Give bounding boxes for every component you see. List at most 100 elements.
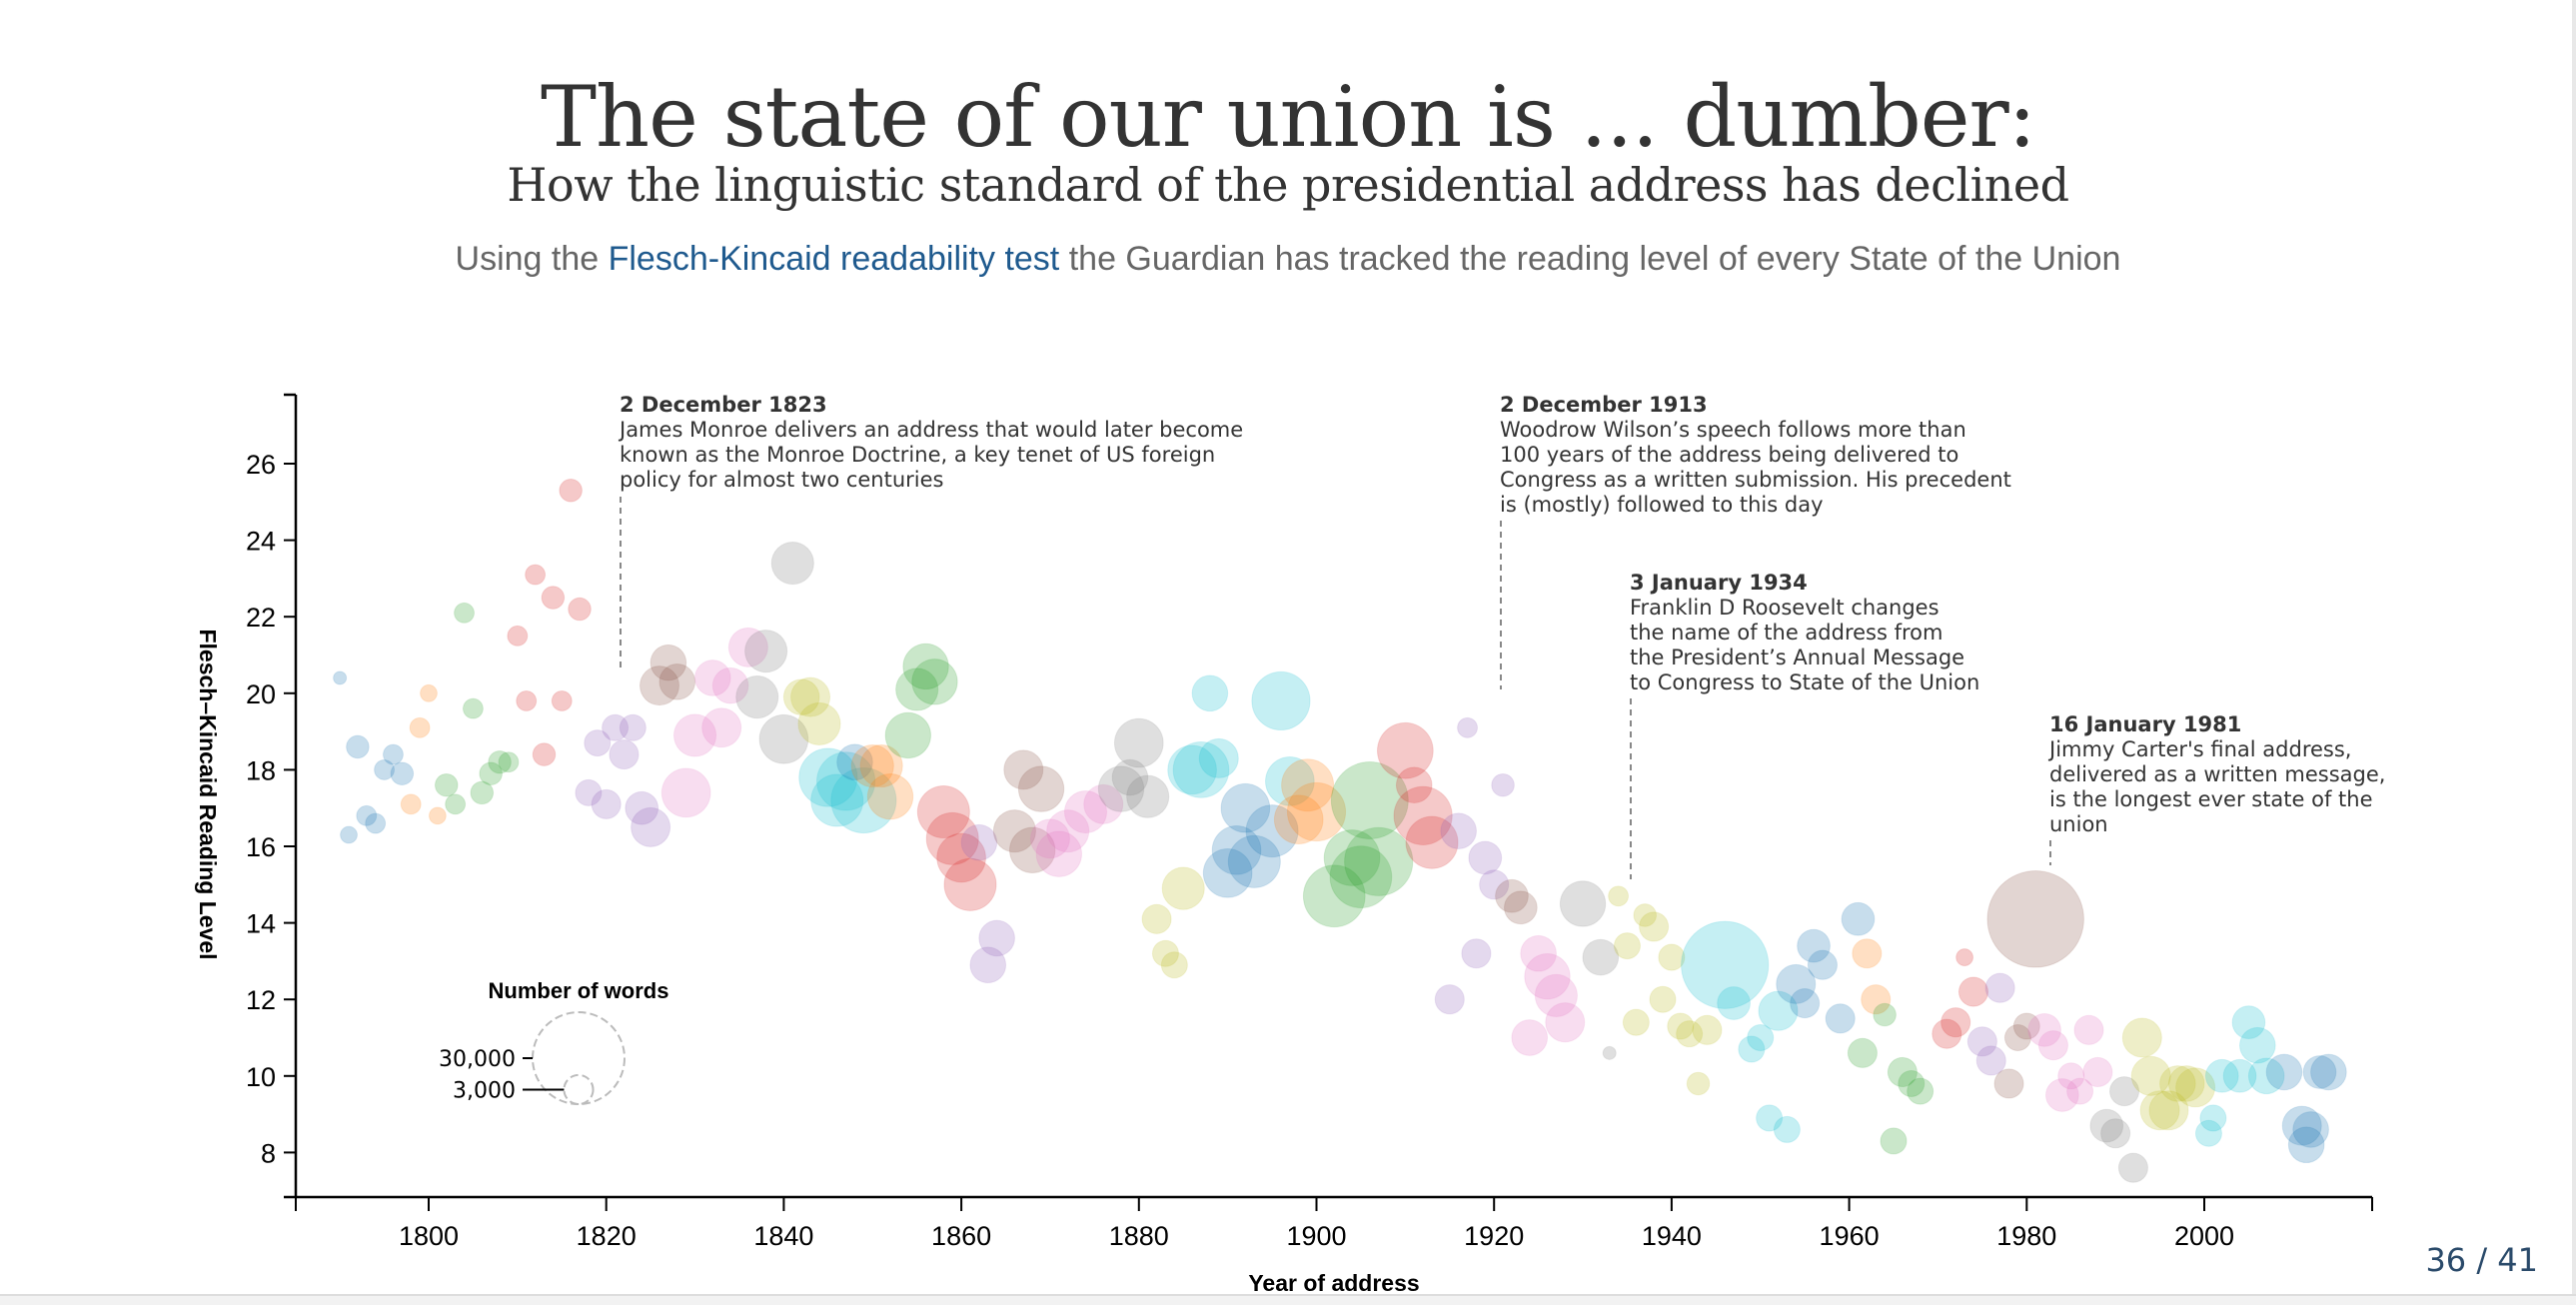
x-tick-label: 1940	[1642, 1221, 1702, 1251]
bubble-point	[1503, 890, 1538, 925]
y-tick-label: 20	[246, 679, 276, 709]
right-scrollbar[interactable]	[2572, 0, 2576, 1303]
bubble-point	[1035, 830, 1083, 877]
bubble-point	[462, 697, 484, 719]
bubbles-layer	[333, 479, 2347, 1183]
bubble-point	[911, 658, 958, 705]
bubble-point	[1202, 847, 1253, 898]
x-axis-label: Year of address	[1248, 1270, 1419, 1296]
bubble-point	[639, 665, 680, 706]
bubble-point	[1773, 1115, 1801, 1143]
bubble-point	[895, 667, 939, 711]
annotation-line: union	[2049, 812, 2108, 836]
bubble-point	[1658, 943, 1686, 971]
y-tick-label: 22	[246, 603, 276, 633]
bubble-point	[1747, 1023, 1775, 1052]
annotation-1981: 16 January 1981 Jimmy Carter's final addr…	[2049, 712, 2385, 837]
bubble-point	[1003, 749, 1044, 790]
flesch-kincaid-link[interactable]: Flesch-Kincaid readability test	[608, 240, 1060, 278]
bubble-point	[1111, 758, 1149, 796]
bubble-point	[1873, 1002, 1897, 1027]
bubble-point	[631, 806, 671, 847]
bubble-point	[2139, 1090, 2180, 1131]
bubble-point	[943, 857, 997, 911]
bubble-point	[1344, 826, 1414, 896]
intro-text: Using the Flesch-Kincaid readability tes…	[0, 240, 2576, 279]
bubble-point	[1393, 785, 1453, 845]
bubble-point	[1113, 717, 1164, 768]
bubble-point	[2231, 1005, 2266, 1040]
annotation-1934: 3 January 1934 Franklin D Roosevelt chang…	[1630, 571, 1979, 695]
bubble-point	[1167, 744, 1217, 795]
page-title: The state of our union is ... dumber:	[541, 68, 2036, 166]
bubble-point	[866, 773, 914, 820]
bubble-point	[850, 743, 894, 788]
bubble-point	[2302, 1055, 2337, 1089]
bubble-point	[1395, 766, 1433, 804]
bubble-point	[568, 597, 592, 622]
bubble-point	[2238, 1026, 2276, 1064]
bubble-point	[619, 713, 646, 741]
bubble-point	[498, 751, 520, 773]
bubble-point	[1559, 880, 1607, 927]
size-legend-label: 30,000	[439, 1047, 516, 1072]
bubble-point	[1847, 1037, 1878, 1068]
bubble-point	[1029, 818, 1070, 859]
bubble-point	[1440, 812, 1477, 849]
bubble-point	[1613, 932, 1641, 960]
bubble-point	[365, 812, 387, 834]
bubble-point	[1797, 928, 1831, 963]
bubble-point	[711, 666, 749, 704]
bubble-point	[1524, 953, 1571, 1000]
bubble-point	[1966, 1026, 1997, 1057]
bubble-point	[1172, 741, 1230, 798]
annotation-line: the President’s Annual Message	[1630, 646, 1965, 669]
bubble-point	[1898, 1069, 1926, 1097]
bubble-point	[2194, 1119, 2222, 1147]
bubble-point	[1676, 1020, 1704, 1048]
bubble-point	[1852, 938, 1883, 969]
bubble-point	[409, 716, 431, 738]
bubble-point	[978, 919, 1015, 957]
x-tick-label: 1980	[1996, 1221, 2056, 1251]
bubble-point	[1841, 901, 1876, 936]
bubble-point	[859, 743, 903, 788]
bubble-point	[2003, 1023, 2031, 1052]
annotation-date: 3 January 1934	[1630, 571, 1808, 595]
x-tick-label: 1820	[577, 1221, 637, 1251]
bubble-point	[1491, 772, 1515, 797]
bubble-point	[1993, 1068, 2024, 1099]
bubble-point	[1880, 1127, 1908, 1155]
bubble-point	[2148, 1090, 2189, 1131]
bubble-point	[2066, 1077, 2094, 1105]
bubble-point	[1940, 1007, 1971, 1038]
x-tick-label: 1920	[1464, 1221, 1524, 1251]
bubble-point	[1608, 885, 1630, 907]
bubble-point	[884, 711, 931, 759]
bubble-point	[2130, 1055, 2171, 1096]
bubble-point	[479, 761, 503, 785]
bubble-point	[1273, 794, 1324, 845]
annotation-line: 100 years of the address being delivered…	[1500, 443, 1959, 467]
annotation-leaders	[620, 497, 2051, 879]
bubble-point	[1534, 973, 1578, 1017]
bubble-point	[1141, 903, 1172, 934]
annotation-date: 2 December 1913	[1500, 393, 1708, 417]
bubble-point	[1198, 737, 1239, 778]
y-tick-label: 24	[246, 527, 276, 557]
bubble-point	[2310, 1053, 2347, 1091]
bubble-point	[660, 767, 711, 818]
bubble-point	[1717, 986, 1751, 1020]
bubble-point	[1323, 829, 1381, 886]
bubble-point	[770, 542, 814, 586]
bubble-point	[1457, 716, 1478, 738]
bubble-point	[830, 767, 897, 834]
bubble-point	[1281, 758, 1335, 812]
bubble-point	[2222, 1058, 2257, 1093]
bubble-point	[2089, 1108, 2124, 1143]
bubble-point	[2247, 1057, 2285, 1095]
bubble-point	[1330, 761, 1409, 840]
bubble-point	[2167, 1065, 2205, 1102]
bubble-point	[902, 643, 949, 690]
annotation-line: is the longest ever state of the	[2049, 787, 2373, 811]
